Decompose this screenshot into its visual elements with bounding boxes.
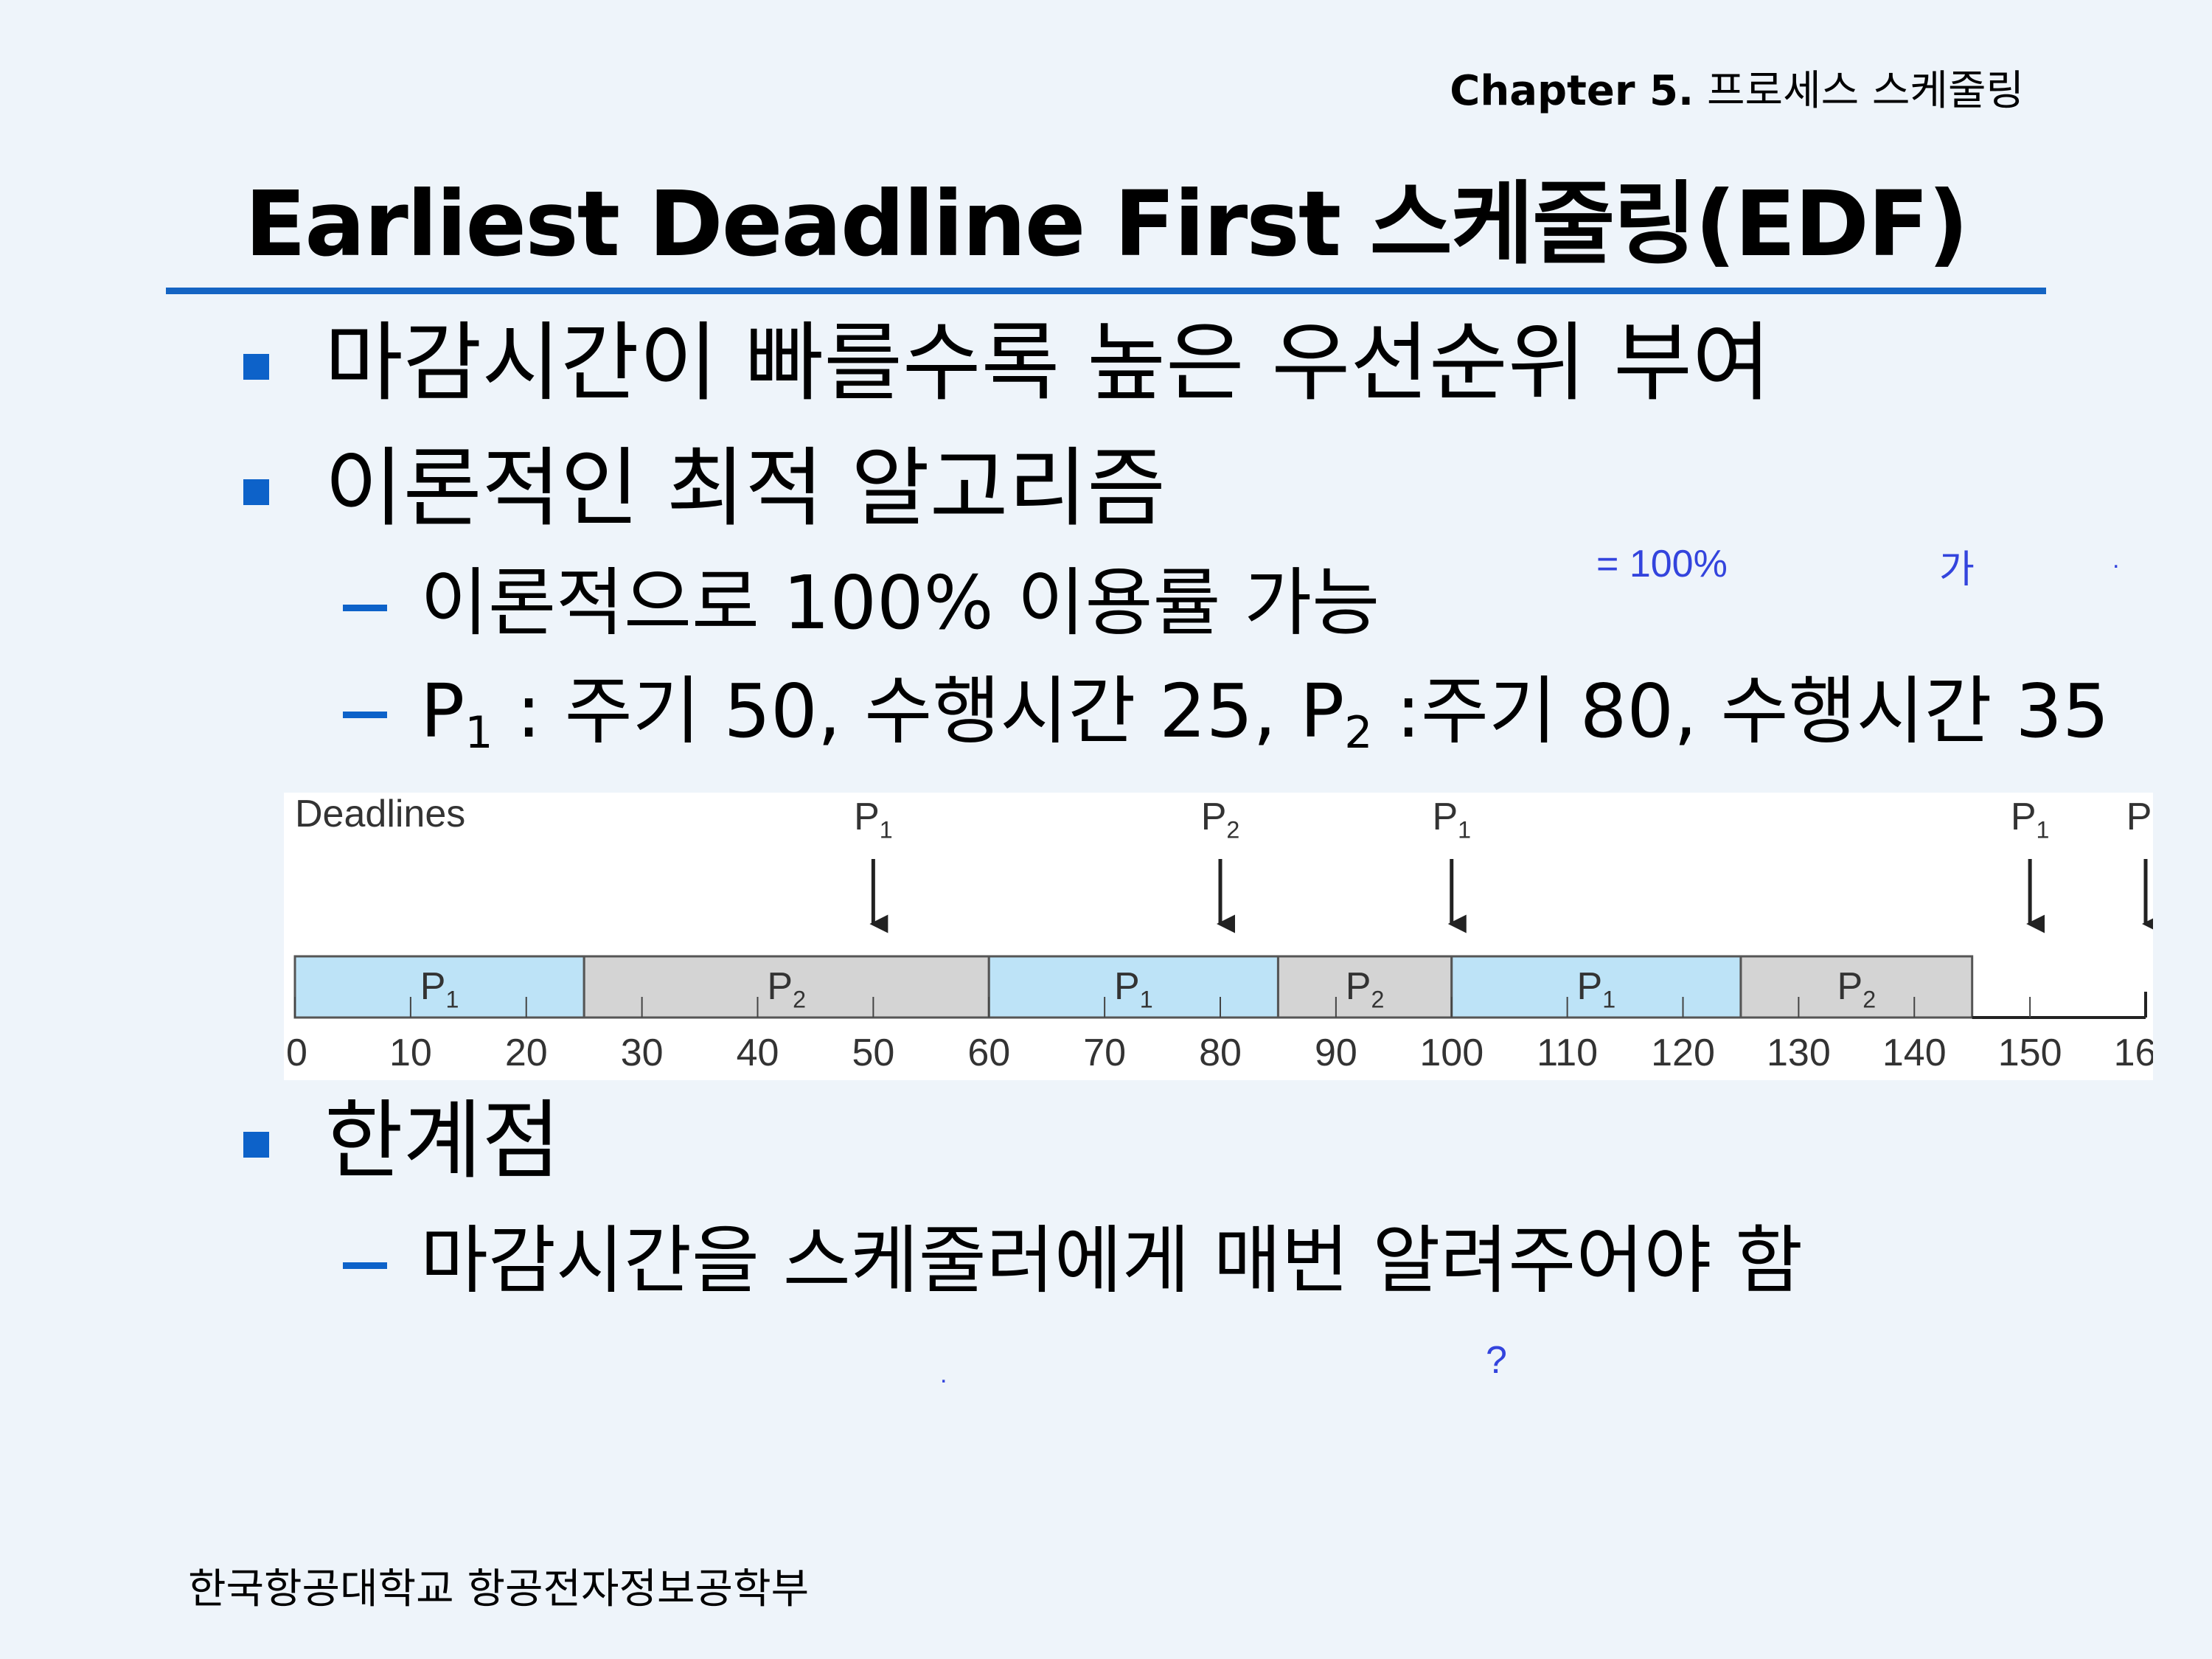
bullet-item: 이론적인 최적 알고리즘 xyxy=(324,439,1166,538)
annotation-text: . xyxy=(940,1360,947,1388)
tick-label: 160 xyxy=(2114,1032,2153,1074)
process-name: P xyxy=(1299,668,1345,754)
bullet-marker xyxy=(243,1132,269,1158)
tick-label: 130 xyxy=(1767,1032,1831,1074)
process-name: P xyxy=(420,668,465,754)
segment-label: P1 xyxy=(1577,965,1616,1012)
tick-label: 40 xyxy=(737,1032,779,1074)
segment-label: P2 xyxy=(767,965,806,1012)
deadlines-label: Deadlines xyxy=(295,793,465,835)
sub-bullet-process-params: P1 : 주기 50, 수행시간 25, P2 :주기 80, 수행시간 35 xyxy=(420,675,2110,756)
tick-label: 140 xyxy=(1882,1032,1947,1074)
bullet-item: 한계점 xyxy=(324,1091,561,1191)
chapter-title: 프로세스 스케줄링 xyxy=(1707,67,2024,115)
timeline-svg: Deadlines P1 P2 P1 P2 P1 P2 P1 P2 P1 P1 P2 0 10 20 3… xyxy=(286,793,2153,1074)
tick-label: 30 xyxy=(621,1032,664,1074)
sub-bullet-dash xyxy=(343,605,387,611)
tick-label: 10 xyxy=(389,1032,432,1074)
deadline-label: P1 xyxy=(1432,796,1471,843)
edf-timeline-chart: Deadlines P1 P2 P1 P2 P1 P2 P1 P2 P1 P1 P2 0 10 20 3… xyxy=(284,793,2153,1080)
segment-label: P1 xyxy=(420,965,459,1012)
tick-label: 80 xyxy=(1199,1032,1242,1074)
annotation-text: 가 xyxy=(1939,549,1975,591)
tick-label: 110 xyxy=(1537,1032,1598,1074)
timeline-segment xyxy=(1450,955,1742,1019)
process-subscript: 1 xyxy=(465,707,493,759)
deadline-label: P1 xyxy=(2011,796,2050,843)
sub-bullet-item: 마감시간을 스케줄러에게 매번 알려주어야 함 xyxy=(420,1217,1804,1304)
tick-label: 60 xyxy=(967,1032,1010,1074)
deadline-label: P1 xyxy=(854,796,893,843)
process-params-text: : 주기 50, 수행시간 25, xyxy=(493,668,1300,754)
segment-label: P2 xyxy=(1837,965,1877,1012)
slide-title: Earliest Deadline First 스케줄링(EDF) xyxy=(244,172,1969,276)
tick-label: 50 xyxy=(852,1032,894,1074)
title-underline xyxy=(166,288,2046,294)
timeline-segment xyxy=(293,955,585,1019)
tick-label: 90 xyxy=(1315,1032,1357,1074)
annotation-text: . xyxy=(2112,546,2120,574)
tick-label: 150 xyxy=(1998,1032,2062,1074)
timeline-segment xyxy=(1739,955,1974,1019)
annotation-text: = 100% xyxy=(1596,543,1728,585)
chapter-header: Chapter 5. 프로세스 스케줄링 xyxy=(1450,58,2024,117)
bullet-item: 마감시간이 빠를수록 높은 우선순위 부여 xyxy=(324,313,1771,413)
bullet-marker xyxy=(243,354,269,380)
tick-label: 120 xyxy=(1651,1032,1715,1074)
annotation-text: ? xyxy=(1486,1339,1507,1382)
tick-label: 70 xyxy=(1083,1032,1126,1074)
deadline-label: P2 xyxy=(2126,796,2153,843)
process-params-text: :주기 80, 수행시간 35 xyxy=(1372,668,2110,754)
bullet-marker xyxy=(243,479,269,505)
sub-bullet-dash xyxy=(343,1262,387,1269)
footer-institution: 한국항공대학교 항공전자정보공학부 xyxy=(188,1565,810,1613)
tick-label: 20 xyxy=(505,1032,548,1074)
sub-bullet-item: 이론적으로 100% 이용률 가능 xyxy=(420,560,1380,646)
tick-label: 0 xyxy=(286,1032,307,1074)
process-subscript: 2 xyxy=(1344,707,1373,759)
sub-bullet-dash xyxy=(343,712,387,718)
segment-label: P1 xyxy=(1114,965,1153,1012)
chapter-number: Chapter 5. xyxy=(1450,67,1694,115)
deadline-label: P2 xyxy=(1201,796,1240,843)
tick-label: 100 xyxy=(1419,1032,1484,1074)
segment-label: P2 xyxy=(1346,965,1385,1012)
